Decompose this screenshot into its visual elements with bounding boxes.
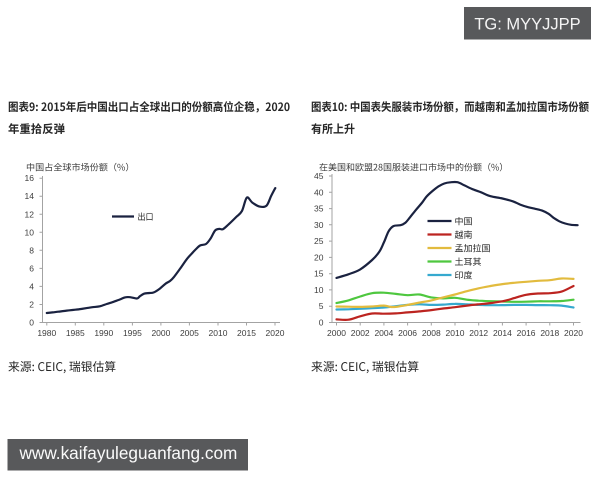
svg-text:16: 16 bbox=[25, 173, 35, 183]
svg-text:2010: 2010 bbox=[446, 328, 465, 338]
svg-text:2012: 2012 bbox=[469, 328, 488, 338]
svg-text:12: 12 bbox=[25, 209, 35, 219]
svg-text:1980: 1980 bbox=[37, 328, 56, 338]
svg-text:15: 15 bbox=[314, 269, 324, 279]
svg-text:2000: 2000 bbox=[151, 328, 170, 338]
svg-text:4: 4 bbox=[29, 281, 34, 291]
svg-text:2016: 2016 bbox=[517, 328, 536, 338]
svg-text:1990: 1990 bbox=[94, 328, 113, 338]
svg-text:14: 14 bbox=[25, 191, 35, 201]
svg-text:2020: 2020 bbox=[266, 328, 285, 338]
svg-text:2006: 2006 bbox=[398, 328, 417, 338]
svg-text:2015: 2015 bbox=[237, 328, 256, 338]
svg-text:20: 20 bbox=[314, 252, 324, 262]
svg-text:2018: 2018 bbox=[540, 328, 559, 338]
svg-text:2000: 2000 bbox=[327, 328, 346, 338]
svg-text:2005: 2005 bbox=[180, 328, 199, 338]
svg-text:1985: 1985 bbox=[66, 328, 85, 338]
svg-text:8: 8 bbox=[29, 245, 34, 255]
svg-text:2010: 2010 bbox=[209, 328, 228, 338]
svg-text:2008: 2008 bbox=[422, 328, 441, 338]
svg-text:TG: MYYJJPP: TG: MYYJJPP bbox=[474, 16, 580, 34]
svg-text:25: 25 bbox=[314, 236, 324, 246]
svg-text:2014: 2014 bbox=[493, 328, 512, 338]
svg-text:10: 10 bbox=[25, 227, 35, 237]
svg-text:2020: 2020 bbox=[564, 328, 583, 338]
svg-text:0: 0 bbox=[29, 318, 34, 328]
svg-text:40: 40 bbox=[314, 187, 324, 197]
svg-text:0: 0 bbox=[319, 318, 324, 328]
svg-text:35: 35 bbox=[314, 204, 324, 214]
svg-text:6: 6 bbox=[29, 263, 34, 273]
svg-text:2: 2 bbox=[29, 300, 34, 310]
svg-text:2004: 2004 bbox=[374, 328, 393, 338]
svg-text:www.kaifayuleguanfang.com: www.kaifayuleguanfang.com bbox=[19, 443, 238, 463]
svg-text:30: 30 bbox=[314, 220, 324, 230]
svg-text:5: 5 bbox=[319, 301, 324, 311]
svg-text:1995: 1995 bbox=[123, 328, 142, 338]
svg-text:10: 10 bbox=[314, 285, 324, 295]
svg-text:45: 45 bbox=[314, 171, 324, 181]
svg-text:2002: 2002 bbox=[351, 328, 370, 338]
